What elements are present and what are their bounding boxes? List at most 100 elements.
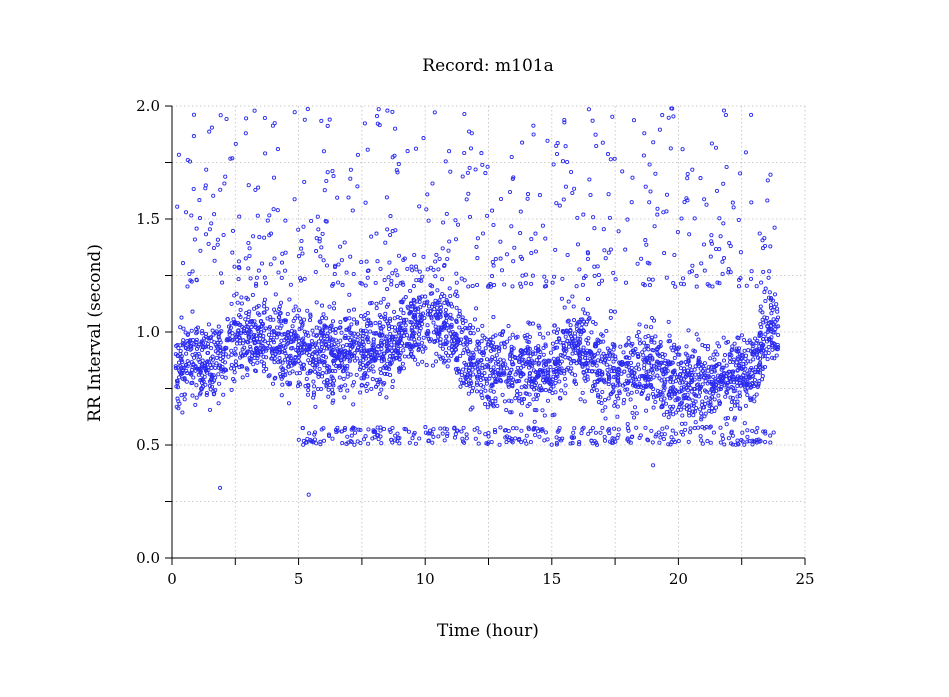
- data-point: [389, 278, 394, 283]
- data-point: [330, 436, 335, 441]
- data-point: [225, 317, 230, 322]
- data-point: [519, 428, 524, 433]
- data-point: [290, 346, 295, 351]
- data-point: [206, 322, 211, 327]
- data-point: [735, 367, 740, 373]
- data-point: [542, 438, 547, 443]
- data-point: [686, 439, 691, 444]
- data-point: [409, 264, 414, 269]
- data-point: [257, 312, 262, 317]
- data-point: [569, 169, 574, 175]
- data-point: [616, 427, 621, 432]
- data-point: [681, 387, 686, 392]
- data-point: [194, 277, 199, 282]
- data-point: [769, 335, 774, 340]
- data-point: [342, 357, 347, 362]
- data-point: [477, 369, 482, 375]
- data-point: [432, 302, 437, 307]
- data-point: [541, 345, 546, 351]
- data-point: [679, 401, 684, 406]
- data-point: [322, 380, 327, 385]
- data-point: [363, 434, 368, 439]
- data-point: [757, 439, 762, 444]
- data-point: [768, 303, 773, 308]
- data-point: [261, 354, 266, 359]
- data-point: [649, 325, 654, 330]
- data-point: [660, 113, 665, 118]
- data-point: [604, 362, 609, 367]
- data-point: [317, 326, 322, 331]
- data-point: [331, 174, 336, 179]
- data-point: [567, 356, 573, 361]
- data-point: [691, 413, 696, 418]
- data-point: [721, 335, 726, 340]
- data-point: [435, 310, 440, 315]
- data-point: [332, 301, 337, 306]
- data-point: [459, 372, 464, 378]
- data-point: [491, 263, 496, 268]
- data-point: [310, 351, 315, 356]
- data-point: [485, 405, 490, 410]
- data-point: [175, 381, 180, 386]
- data-point: [750, 381, 755, 387]
- data-point: [537, 368, 542, 373]
- data-point: [690, 409, 696, 414]
- data-point: [685, 392, 690, 397]
- data-point: [694, 405, 699, 411]
- data-point: [502, 399, 507, 404]
- data-point: [507, 336, 512, 341]
- data-point: [180, 376, 185, 381]
- data-point: [454, 280, 459, 285]
- data-point: [639, 256, 644, 261]
- data-point: [467, 326, 472, 331]
- data-point: [491, 340, 496, 345]
- data-point: [745, 439, 750, 444]
- data-point: [768, 305, 774, 310]
- data-point: [427, 431, 432, 436]
- data-point: [494, 344, 499, 349]
- data-point: [753, 365, 759, 370]
- data-point: [412, 340, 417, 345]
- data-point: [620, 361, 625, 367]
- data-point: [721, 379, 726, 384]
- data-point: [429, 316, 434, 321]
- data-point: [252, 319, 257, 324]
- data-point: [326, 394, 331, 399]
- data-point: [480, 323, 485, 328]
- data-point: [589, 330, 594, 335]
- data-point: [503, 362, 508, 367]
- data-point: [702, 371, 707, 376]
- data-point: [305, 107, 310, 112]
- data-point: [513, 355, 518, 361]
- data-point: [671, 370, 676, 375]
- data-point: [490, 402, 496, 407]
- data-point: [541, 359, 546, 364]
- data-point: [653, 334, 658, 339]
- data-point: [575, 349, 581, 354]
- data-point: [505, 366, 510, 371]
- data-point: [275, 325, 280, 330]
- data-point: [362, 121, 367, 126]
- data-point: [401, 257, 406, 263]
- data-point: [408, 288, 413, 293]
- data-point: [580, 390, 585, 395]
- data-point: [236, 328, 241, 333]
- data-point: [296, 336, 301, 341]
- data-point: [757, 378, 762, 384]
- data-point: [735, 355, 740, 360]
- data-point: [319, 303, 325, 308]
- data-point: [660, 351, 665, 357]
- data-point: [315, 386, 320, 392]
- data-point: [748, 276, 754, 281]
- data-point: [672, 252, 677, 258]
- data-point: [173, 364, 178, 369]
- data-point: [180, 367, 186, 373]
- data-point: [608, 309, 613, 314]
- data-point: [599, 372, 604, 377]
- data-point: [233, 346, 238, 351]
- data-point: [647, 200, 652, 205]
- data-point: [447, 286, 452, 291]
- data-point: [425, 334, 430, 339]
- data-point: [383, 311, 388, 316]
- data-point: [657, 376, 662, 381]
